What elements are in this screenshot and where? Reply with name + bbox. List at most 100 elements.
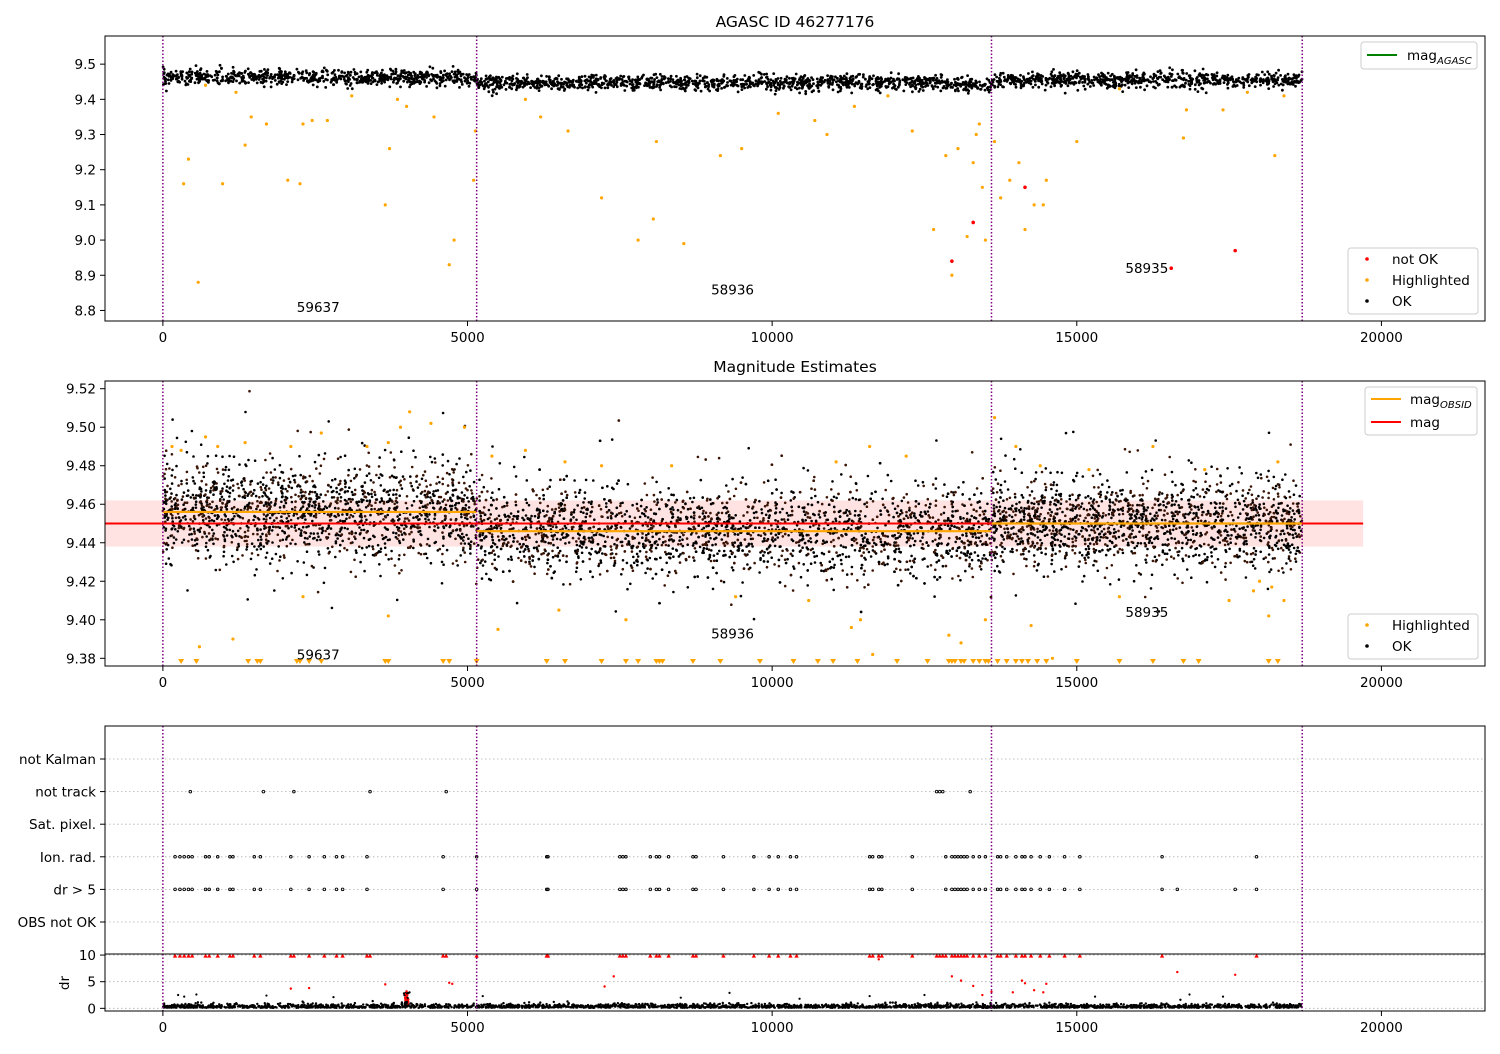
ok-point xyxy=(897,86,900,89)
ok-point xyxy=(263,491,266,494)
highlighted-point xyxy=(944,154,947,157)
ok-point xyxy=(395,476,398,479)
ok-point xyxy=(343,547,346,550)
ok-point xyxy=(227,475,230,478)
ok-point xyxy=(344,503,347,506)
ok-point xyxy=(665,81,668,84)
ok-point xyxy=(440,79,443,82)
ok-point xyxy=(298,455,301,458)
ok-point xyxy=(1282,84,1285,87)
ok-point xyxy=(416,76,419,79)
ok-point xyxy=(399,513,402,516)
ok-point xyxy=(193,527,196,530)
ok-point xyxy=(1235,79,1238,82)
ok-point xyxy=(370,508,373,511)
ok-point xyxy=(1075,81,1078,84)
ok-point xyxy=(458,502,461,505)
ok-point xyxy=(1184,82,1187,85)
highlighted-point xyxy=(1042,203,1045,206)
ok-point xyxy=(354,532,357,535)
ok-point xyxy=(369,538,372,541)
ok-point xyxy=(208,539,211,542)
ok-point xyxy=(464,542,467,545)
ok-point xyxy=(1053,84,1056,87)
ok-point xyxy=(203,531,206,534)
ok-point xyxy=(1295,81,1298,84)
ok-point xyxy=(357,504,360,507)
ok-point xyxy=(181,541,184,544)
ok-point xyxy=(254,459,257,462)
ok-point xyxy=(536,82,539,85)
ok-point xyxy=(566,84,569,87)
ok-point xyxy=(398,78,401,81)
ok-point xyxy=(245,465,248,468)
ok-point xyxy=(164,491,167,494)
ok-point xyxy=(165,468,168,471)
ok-point xyxy=(839,75,842,78)
highlighted-point xyxy=(1017,161,1020,164)
ok-point xyxy=(254,525,257,528)
ok-point xyxy=(270,501,273,504)
ok-point xyxy=(225,466,228,469)
ok-point xyxy=(424,518,427,521)
ok-point xyxy=(656,83,659,86)
ok-point xyxy=(787,85,790,88)
ok-point xyxy=(459,71,462,74)
ok-point xyxy=(934,85,937,88)
ok-point xyxy=(752,74,755,77)
ok-point xyxy=(1113,77,1116,80)
ok-point xyxy=(452,562,455,565)
ok-point xyxy=(191,544,194,547)
ok-point xyxy=(205,483,208,486)
ok-point xyxy=(279,73,282,76)
ok-point xyxy=(185,72,188,75)
ok-point xyxy=(315,79,318,82)
ok-point xyxy=(269,517,272,520)
ok-point xyxy=(432,507,435,510)
ok-point xyxy=(469,469,472,472)
ok-point xyxy=(277,533,280,536)
ok-point xyxy=(768,81,771,84)
ok-point xyxy=(266,552,269,555)
ok-point xyxy=(432,74,435,77)
ok-point xyxy=(487,90,490,93)
ok-point xyxy=(165,90,168,93)
ok-point xyxy=(480,82,483,85)
ok-point xyxy=(369,79,372,82)
ok-point xyxy=(1023,78,1026,81)
ok-point xyxy=(198,471,201,474)
highlighted-point xyxy=(966,235,969,238)
ok-point xyxy=(619,75,622,78)
ok-point xyxy=(522,86,525,89)
ok-point xyxy=(163,473,166,476)
ok-point xyxy=(777,82,780,85)
ok-point xyxy=(176,507,179,510)
highlighted-point xyxy=(682,242,685,245)
ok-point xyxy=(438,481,441,484)
ok-point xyxy=(1273,74,1276,77)
ok-point xyxy=(441,531,444,534)
ok-point xyxy=(230,518,233,521)
ok-point xyxy=(584,75,587,78)
ok-point xyxy=(461,491,464,494)
x-tick-label: 10000 xyxy=(751,330,794,346)
ok-point xyxy=(272,526,275,529)
ok-point xyxy=(288,478,291,481)
ok-point xyxy=(804,92,807,95)
ok-point xyxy=(303,561,306,564)
ok-point xyxy=(1149,81,1152,84)
ok-point xyxy=(419,533,422,536)
ok-point xyxy=(780,77,783,80)
ok-point xyxy=(1126,74,1129,77)
ok-point xyxy=(973,83,976,86)
ok-point xyxy=(168,557,171,560)
ok-point xyxy=(299,498,302,501)
ok-point xyxy=(455,560,458,563)
y-tick-label: 9.5 xyxy=(75,57,96,73)
ok-point xyxy=(194,81,197,84)
ok-point xyxy=(430,79,433,82)
ok-point xyxy=(656,76,659,79)
ok-point xyxy=(757,71,760,74)
ok-point xyxy=(174,497,177,500)
ok-point xyxy=(1041,83,1044,86)
